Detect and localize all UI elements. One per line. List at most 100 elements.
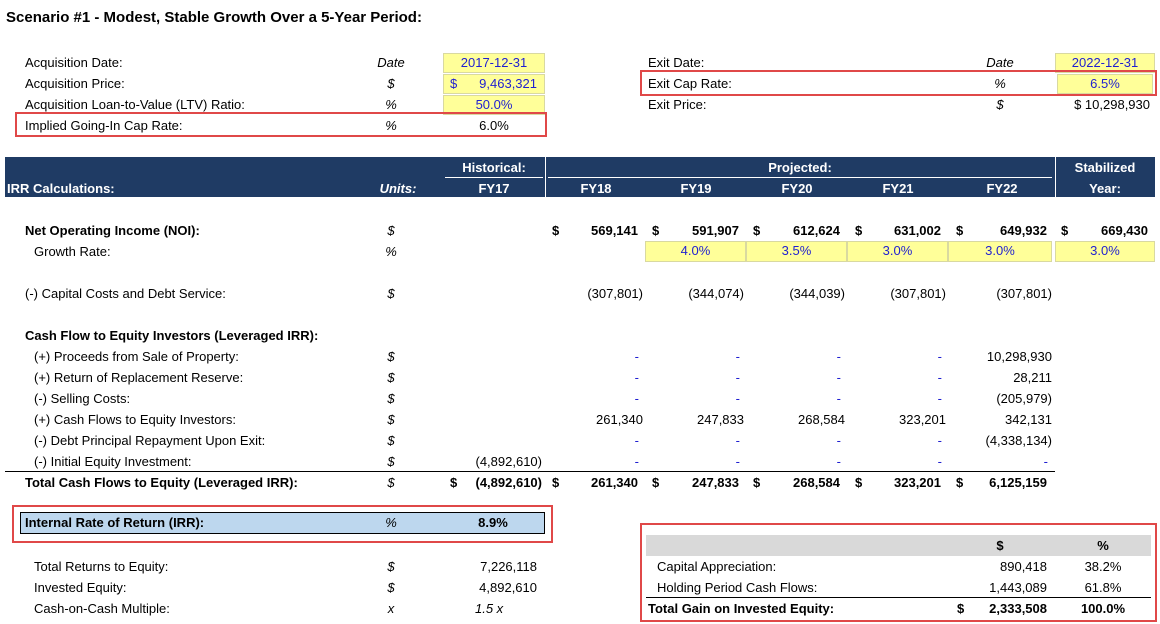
growth-unit: % [385,244,397,259]
cap-appreciation-pct: 38.2% [1084,559,1122,574]
cf-row-value: - [634,433,639,448]
coc-multiple-unit: x [387,601,395,616]
cf-row-value: 247,833 [697,412,744,427]
cf-row-label: (+) Return of Replacement Reserve: [34,370,244,385]
cf-row-value: - [836,454,841,469]
cf-row-value: - [937,391,942,406]
cap-appreciation-label: Capital Appreciation: [657,559,777,574]
total-gain-currency: $ [957,601,965,616]
exit-date-input[interactable]: 2022-12-31 [1055,53,1155,73]
exit-cap-label: Exit Cap Rate: [648,76,732,91]
exit-date-unit: Date [986,55,1014,70]
header-fy17: FY17 [478,181,510,196]
cf-section-title: Cash Flow to Equity Investors (Leveraged… [25,328,319,343]
cf-row-value: - [735,433,740,448]
acq-date-label: Acquisition Date: [25,55,123,70]
total-currency: $ [956,475,964,490]
exit-price-unit: $ [996,97,1004,112]
header-stabilized: Stabilized [1074,160,1136,175]
acq-ltv-label: Acquisition Loan-to-Value (LTV) Ratio: [25,97,245,112]
cf-row-value: - [836,370,841,385]
cf-row-value: - [735,454,740,469]
capex-fy19: (344,074) [688,286,744,301]
acq-date-unit: Date [377,55,405,70]
cf-row-value: - [634,370,639,385]
exit-date-label: Exit Date: [648,55,705,70]
gain-highlight [640,523,1157,622]
header-historical: Historical: [462,160,526,175]
noi-currency: $ [552,223,560,238]
acq-ltv-input[interactable]: 50.0% [443,95,545,115]
total-unit: $ [387,475,395,490]
total-divider [5,471,1055,472]
cf-row-value: 28,211 [1013,370,1052,385]
irr-label: Internal Rate of Return (IRR): [25,515,205,530]
holding-cf-label: Holding Period Cash Flows: [657,580,818,595]
noi-currency: $ [1061,223,1069,238]
cf-row-value: - [735,391,740,406]
noi-label: Net Operating Income (NOI): [25,223,200,238]
acq-price-value: 9,463,321 [479,76,537,91]
invested-equity-label: Invested Equity: [34,580,127,595]
noi-fy19: 591,907 [692,223,739,238]
holding-cf-pct: 61.8% [1084,580,1122,595]
header-fy18: FY18 [580,181,612,196]
cf-row-value: - [836,433,841,448]
cf-row-value: 323,201 [899,412,946,427]
growth-stabilized-input[interactable]: 3.0% [1055,241,1155,262]
growth-fy21-input[interactable]: 3.0% [847,241,948,262]
total-fy22: 6,125,159 [989,475,1047,490]
cf-row-unit: $ [387,412,395,427]
growth-fy19-input[interactable]: 4.0% [645,241,746,262]
coc-multiple-label: Cash-on-Cash Multiple: [34,601,170,616]
total-currency: $ [855,475,863,490]
total-fy20: 268,584 [793,475,840,490]
capex-fy21: (307,801) [890,286,946,301]
cf-row-value: - [634,391,639,406]
acq-price-label: Acquisition Price: [25,76,125,91]
total-label: Total Cash Flows to Equity (Leveraged IR… [25,475,298,490]
growth-fy20-input[interactable]: 3.5% [746,241,847,262]
exit-cap-unit: % [994,76,1006,91]
header-year: Year: [1089,181,1121,196]
cf-row-unit: $ [387,391,395,406]
growth-fy22-input[interactable]: 3.0% [948,241,1052,262]
noi-stabilized: 669,430 [1101,223,1148,238]
noi-fy20: 612,624 [793,223,840,238]
irr-unit: % [385,515,397,530]
cf-row-value: - [937,454,942,469]
noi-currency: $ [652,223,660,238]
exit-cap-input[interactable]: 6.5% [1057,74,1153,94]
cf-row-value: - [735,349,740,364]
acq-price-input[interactable]: $ 9,463,321 [443,74,545,94]
header-divider [1055,157,1056,197]
cf-row-unit: $ [387,370,395,385]
growth-label: Growth Rate: [34,244,111,259]
cf-row-label: (-) Initial Equity Investment: [34,454,192,469]
irr-highlight [12,505,553,543]
cf-row-label: (-) Debt Principal Repayment Upon Exit: [34,433,266,448]
exit-price-label: Exit Price: [648,97,707,112]
going-in-cap-value: 6.0% [479,118,509,133]
acq-ltv-unit: % [385,97,397,112]
cf-row-value: - [735,370,740,385]
cf-row-unit: $ [387,433,395,448]
invested-equity-unit: $ [387,580,395,595]
cf-row-value: - [836,391,841,406]
acq-price-unit: $ [387,76,395,91]
header-divider [545,157,546,197]
header-fy21: FY21 [882,181,914,196]
total-fy18: 261,340 [591,475,638,490]
header-fy22: FY22 [986,181,1018,196]
gain-total-divider [646,597,1151,598]
cf-row-value: (4,338,134) [985,433,1053,448]
total-fy17: (4,892,610) [475,475,543,490]
total-gain-amount: 2,333,508 [989,601,1047,616]
cf-row-value: - [634,349,639,364]
exit-price-value: $ 10,298,930 [1074,97,1150,112]
exit-cap-highlight [640,70,1157,96]
cf-row-label: (-) Selling Costs: [34,391,131,406]
cf-row-value: (205,979) [996,391,1052,406]
acq-date-input[interactable]: 2017-12-31 [443,53,545,73]
noi-currency: $ [855,223,863,238]
